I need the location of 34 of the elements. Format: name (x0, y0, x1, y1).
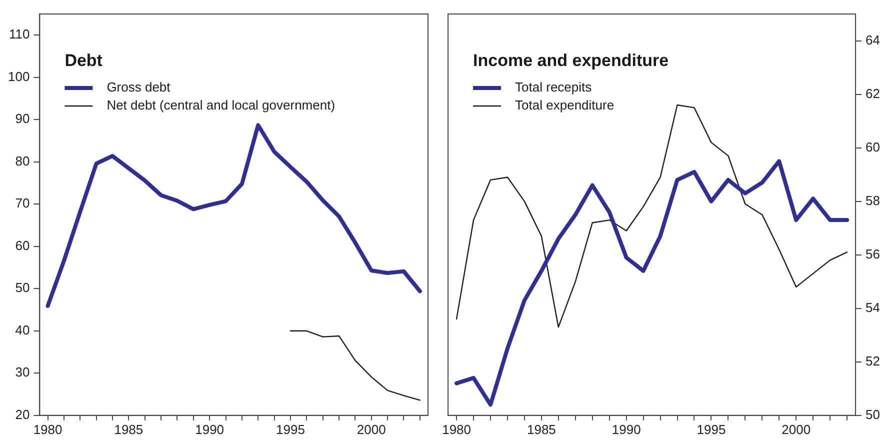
x-tick-label: 1985 (526, 422, 556, 437)
y-tick-label: 50 (15, 280, 30, 296)
y2-tick-label: 58 (866, 192, 880, 208)
x-tick-label: 2000 (356, 422, 386, 437)
y-tick-label: 70 (15, 196, 30, 211)
y2-tick-label: 54 (866, 300, 880, 315)
x-tick-label: 1980 (33, 422, 62, 437)
y-tick-label: 90 (15, 111, 30, 126)
legend-label: Total expenditure (515, 98, 614, 113)
x-tick-label: 1990 (195, 422, 224, 437)
x-tick-label: 1995 (696, 422, 726, 437)
y-tick-label: 110 (8, 26, 30, 42)
x-tick-label: 1980 (442, 422, 472, 437)
y2-tick-label: 50 (866, 406, 880, 422)
y2-tick-label: 64 (866, 32, 880, 48)
y2-tick-label: 62 (866, 86, 880, 101)
x-tick-label: 2000 (782, 422, 811, 437)
legend-label: Gross debt (106, 80, 171, 95)
y-tick-label: 80 (15, 153, 30, 168)
y2-tick-label: 56 (866, 246, 880, 262)
y-tick-label: 100 (8, 68, 30, 84)
legend-label: Total recepits (515, 80, 592, 95)
y-tick-label: 30 (15, 364, 30, 380)
x-tick-label: 1990 (612, 422, 641, 437)
x-tick-label: 1985 (114, 422, 144, 437)
legend-label: Net debt (central and local government) (106, 98, 336, 113)
y2-tick-label: 52 (866, 353, 880, 368)
y2-tick-label: 60 (866, 139, 880, 154)
y-tick-label: 40 (15, 322, 30, 338)
text: Income and expenditure (473, 51, 669, 70)
y-tick-label: 20 (15, 406, 30, 422)
y-tick-label: 60 (15, 238, 30, 253)
text: Debt (64, 51, 103, 70)
x-tick-label: 1995 (276, 422, 305, 437)
